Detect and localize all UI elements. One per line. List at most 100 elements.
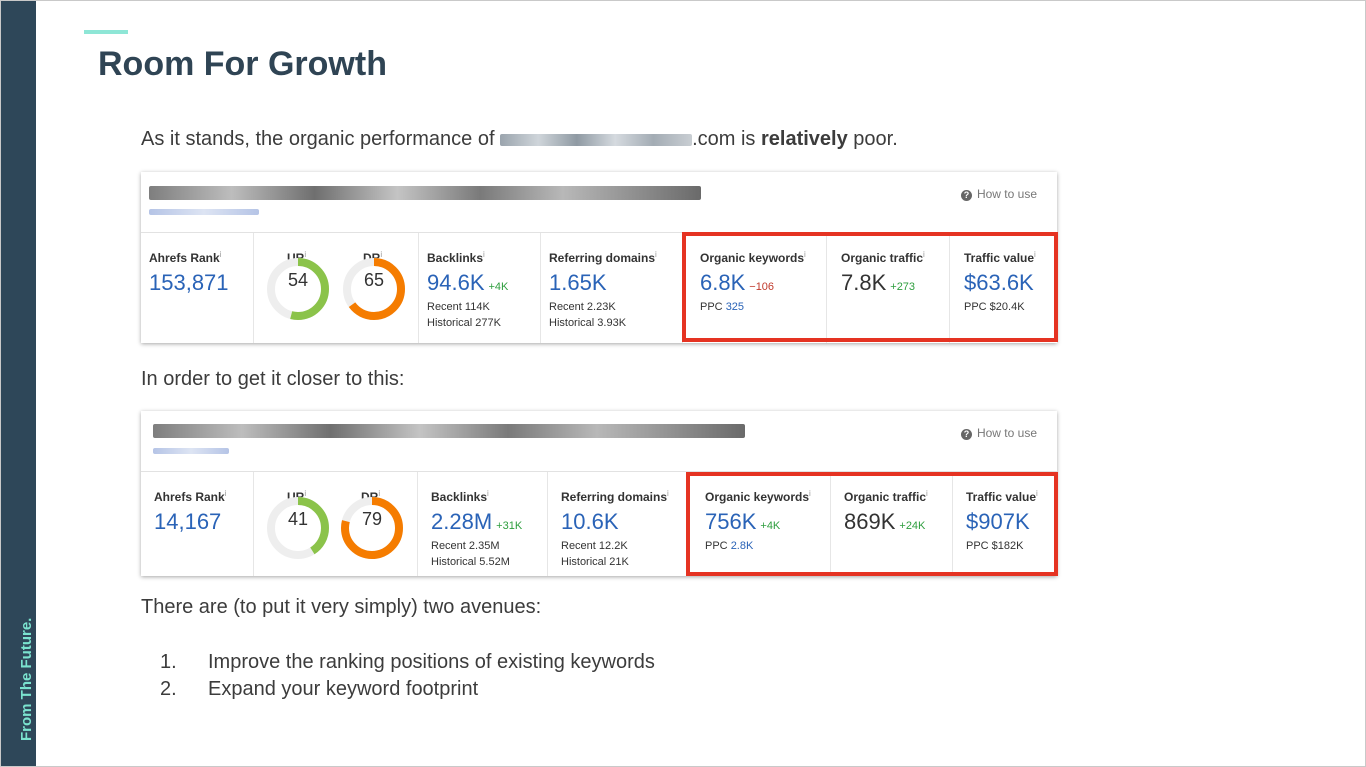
ur-value: 54 <box>287 270 309 290</box>
how-to-use-label: How to use <box>976 187 1037 201</box>
highlight-box-target <box>686 472 1058 576</box>
ppc-label: PPC <box>705 540 728 552</box>
organic-traffic-change: +24K <box>899 520 926 532</box>
intro-end: poor. <box>847 128 898 150</box>
rating-gauges: URi 54 DRi 65 <box>254 233 419 343</box>
ref-recent: Recent 12.2K <box>561 540 628 552</box>
organic-kw-label: Organic keywords <box>700 251 805 265</box>
redacted-url <box>153 448 229 454</box>
backlinks-metric: Backlinksi 94.6K +4K Recent 114K Historica… <box>419 233 541 343</box>
intro-domain-suffix: .com is <box>692 128 761 150</box>
ref-historical: Historical 3.93K <box>549 317 627 329</box>
organic-traffic-label: Organic traffic <box>844 490 927 504</box>
backlinks-historical: Historical 5.52M <box>431 556 510 568</box>
ur-value: 41 <box>287 509 309 529</box>
dr-gauge-ring <box>341 497 403 559</box>
organic-kw-value: 6.8K <box>700 270 746 295</box>
slide-title: Room For Growth <box>98 45 387 83</box>
ahrefs-rank-metric: Ahrefs Ranki 153,871 <box>141 233 254 343</box>
dr-value: 65 <box>363 270 385 290</box>
backlinks-recent: Recent 2.35M <box>431 540 500 552</box>
organic-traffic-value: 7.8K <box>841 270 887 295</box>
organic-kw-label: Organic keywords <box>705 490 810 504</box>
highlight-box-current <box>682 232 1058 342</box>
ref-domains-value: 1.65K <box>549 270 607 295</box>
dr-gauge: DRi 65 <box>342 233 405 343</box>
organic-keywords-metric: Organic keywordsi 756K +4K PPC 2.8K <box>688 472 831 576</box>
list-text: Improve the ranking positions of existin… <box>208 651 655 673</box>
ref-domains-label: Referring domains <box>561 490 668 504</box>
organic-kw-change: +4K <box>760 520 781 532</box>
ur-gauge: URi 54 <box>266 233 329 343</box>
how-to-use-label: How to use <box>976 426 1037 440</box>
list-text: Expand your keyword footprint <box>208 678 479 700</box>
backlinks-change: +4K <box>488 281 509 293</box>
organic-traffic-metric: Organic traffici 7.8K +273 <box>827 233 950 343</box>
dr-value: 79 <box>361 509 383 529</box>
organic-kw-change: −106 <box>749 281 775 293</box>
redacted-page-title <box>149 186 701 200</box>
list-number: 2. <box>160 678 177 700</box>
intro-paragraph: As it stands, the organic performance of… <box>141 128 898 151</box>
referring-domains-metric: Referring domainsi 10.6K Recent 12.2K His… <box>548 472 688 576</box>
list-item: 2. Expand your keyword footprint <box>141 678 655 705</box>
ahrefs-card-current: ? How to use Ahrefs Ranki 153,871 URi 54 … <box>141 172 1057 343</box>
card-header: ? How to use <box>141 172 1057 233</box>
card-header: ? How to use <box>141 411 1057 472</box>
organic-keywords-metric: Organic keywordsi 6.8K −106 PPC 325 <box>683 233 827 343</box>
traffic-value-label: Traffic value <box>966 490 1037 504</box>
intro-bold: relatively <box>760 128 848 150</box>
avenues-list: 1. Improve the ranking positions of exist… <box>141 651 655 705</box>
ahrefs-rank-label: Ahrefs Rank <box>154 490 225 504</box>
dr-gauge: DRi 79 <box>340 472 403 582</box>
ref-historical: Historical 21K <box>561 556 629 568</box>
list-item: 1. Improve the ranking positions of exist… <box>141 651 655 678</box>
backlinks-recent: Recent 114K <box>427 301 490 313</box>
title-accent-bar <box>84 30 128 34</box>
referring-domains-metric: Referring domainsi 1.65K Recent 2.23K His… <box>541 233 683 343</box>
traffic-value-metric: Traffic valuei $63.6K PPC $20.4K <box>950 233 1057 343</box>
ref-domains-value: 10.6K <box>561 509 619 534</box>
traffic-value-value: $907K <box>966 509 1030 534</box>
ppc-keywords: 2.8K <box>730 540 754 552</box>
list-number: 1. <box>160 651 177 673</box>
intro-text: As it stands, the organic performance of <box>141 128 501 150</box>
backlinks-value: 94.6K <box>427 270 485 295</box>
dr-gauge-ring <box>343 258 405 320</box>
ahrefs-rank-value: 14,167 <box>154 509 222 534</box>
ahrefs-rank-label: Ahrefs Rank <box>149 251 220 265</box>
question-icon: ? <box>960 429 972 440</box>
organic-traffic-value: 869K <box>844 509 896 534</box>
ahrefs-card-target: ? How to use Ahrefs Ranki 14,167 URi 41 D… <box>141 411 1057 576</box>
how-to-use-link[interactable]: ? How to use <box>960 426 1037 440</box>
backlinks-value: 2.28M <box>431 509 493 534</box>
organic-kw-value: 756K <box>705 509 757 534</box>
traffic-value-value: $63.6K <box>964 270 1034 295</box>
ur-gauge-ring <box>267 497 329 559</box>
organic-traffic-change: +273 <box>890 281 916 293</box>
backlinks-historical: Historical 277K <box>427 317 501 329</box>
rating-gauges: URi 41 DRi 79 <box>254 472 418 576</box>
backlinks-change: +31K <box>496 520 523 532</box>
avenues-text: There are (to put it very simply) two av… <box>141 596 542 618</box>
question-icon: ? <box>960 190 972 201</box>
ahrefs-rank-value: 153,871 <box>149 270 229 295</box>
organic-traffic-metric: Organic traffici 869K +24K <box>831 472 953 576</box>
ahrefs-rank-metric: Ahrefs Ranki 14,167 <box>141 472 254 576</box>
traffic-value-ppc: PPC $20.4K <box>964 301 1025 313</box>
ur-gauge-ring <box>267 258 329 320</box>
brand-sidebar <box>1 1 36 766</box>
brand-text: From The Future. <box>18 617 35 741</box>
traffic-value-ppc: PPC $182K <box>966 540 1024 552</box>
ppc-label: PPC <box>700 301 723 313</box>
backlinks-metric: Backlinksi 2.28M +31K Recent 2.35M Histori… <box>418 472 548 576</box>
how-to-use-link[interactable]: ? How to use <box>960 187 1037 201</box>
redacted-page-title <box>153 424 745 438</box>
backlinks-label: Backlinks <box>427 251 484 265</box>
ppc-keywords: 325 <box>725 301 745 313</box>
ur-gauge: URi 41 <box>266 472 329 582</box>
ref-recent: Recent 2.23K <box>549 301 616 313</box>
ref-domains-label: Referring domains <box>549 251 656 265</box>
metrics-row: Ahrefs Ranki 153,871 URi 54 DRi 65 Backl… <box>141 233 1057 343</box>
traffic-value-label: Traffic value <box>964 251 1035 265</box>
